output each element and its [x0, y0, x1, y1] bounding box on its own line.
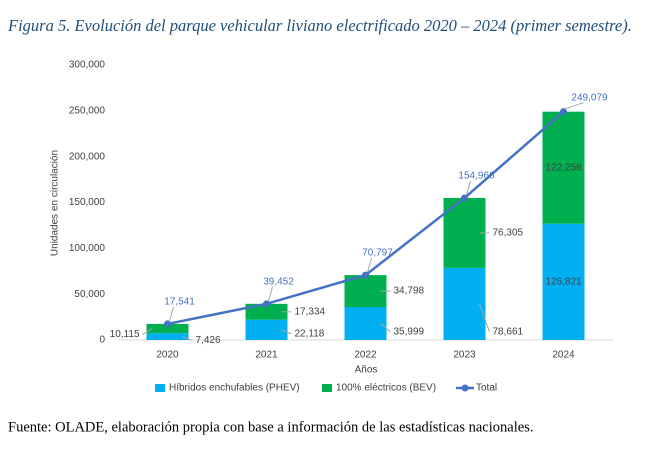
leader-line — [182, 336, 193, 342]
bar-segment — [443, 267, 486, 340]
chart-title: Figura 5. Evolución del parque vehicular… — [7, 16, 632, 35]
data-label: 39,452 — [263, 276, 294, 287]
y-tick-label: 50,000 — [74, 289, 105, 300]
leader-line — [479, 303, 490, 333]
bar-segment — [542, 223, 585, 340]
data-label: 70,797 — [362, 248, 393, 259]
bar-segment — [146, 333, 189, 340]
data-label: 10,115 — [110, 329, 140, 340]
source-note: Fuente: OLADE, elaboración propia con ba… — [8, 419, 533, 435]
bar-segment — [542, 111, 585, 224]
leader-line — [169, 306, 174, 322]
data-label: 17,541 — [164, 297, 195, 308]
x-tick-label: 2023 — [453, 350, 476, 361]
legend-label: Total — [476, 383, 497, 394]
y-tick-label: 150,000 — [69, 197, 106, 208]
bar-segment — [344, 307, 387, 340]
y-tick-label: 100,000 — [69, 243, 106, 254]
legend-swatch — [461, 384, 469, 392]
data-label: 7,426 — [196, 335, 221, 346]
data-label: 249,079 — [571, 92, 608, 103]
leader-line — [565, 102, 584, 110]
data-label: 154,966 — [458, 171, 495, 182]
data-label: 34,798 — [394, 286, 425, 297]
data-label: 76,305 — [493, 228, 524, 239]
line-marker — [164, 320, 171, 328]
x-axis-title: Años — [355, 365, 378, 376]
y-tick-label: 300,000 — [69, 60, 106, 71]
legend-label: 100% eléctricos (BEV) — [336, 383, 436, 394]
data-label: 35,999 — [394, 327, 425, 338]
line-marker — [461, 194, 468, 202]
y-axis-title: Unidades en circulación — [50, 150, 61, 256]
leader-line — [281, 329, 292, 335]
legend-swatch — [322, 384, 332, 392]
leader-line — [142, 328, 153, 335]
leader-line — [367, 257, 372, 273]
data-label: 122,258 — [545, 162, 582, 173]
x-tick-label: 2024 — [552, 350, 575, 361]
x-tick-label: 2022 — [354, 350, 377, 361]
data-label: 126,821 — [545, 277, 582, 288]
data-label: 22,118 — [295, 329, 325, 340]
bar-segment — [245, 319, 288, 340]
legend-swatch — [155, 384, 165, 392]
data-label: 78,661 — [493, 327, 524, 338]
y-tick-label: 0 — [99, 335, 105, 346]
x-tick-label: 2020 — [156, 350, 179, 361]
leader-line — [268, 286, 273, 301]
legend-label: Híbridos enchufables (PHEV) — [169, 383, 300, 394]
line-marker — [560, 108, 567, 116]
line-marker — [362, 271, 369, 279]
bar-segment — [245, 303, 288, 320]
bar-segment — [146, 323, 189, 334]
leader-line — [380, 323, 391, 333]
line-marker — [263, 300, 270, 308]
data-label: 17,334 — [295, 306, 326, 317]
x-tick-label: 2021 — [255, 350, 278, 361]
y-tick-label: 200,000 — [69, 151, 106, 162]
leader-line — [466, 180, 471, 196]
y-tick-label: 250,000 — [69, 105, 106, 116]
